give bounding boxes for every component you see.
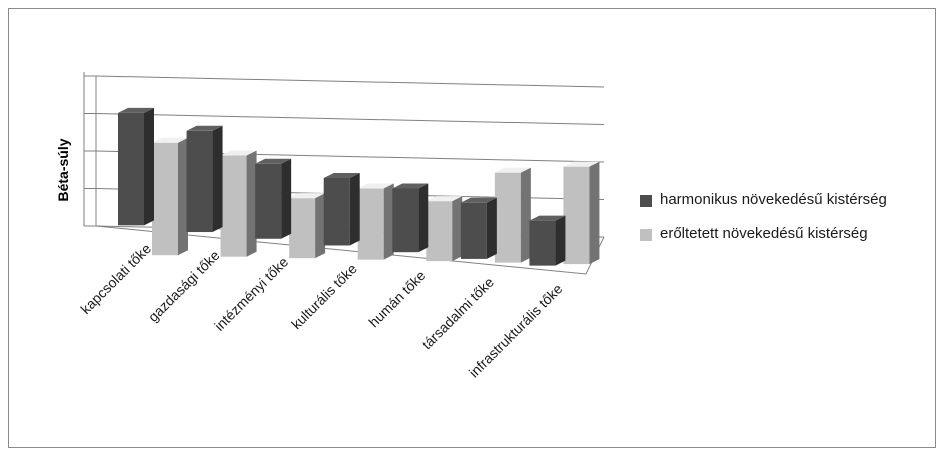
category-label-6: társadalmi tőke xyxy=(419,274,498,353)
legend-label-series-2: erőltetett növekedésű kistérség xyxy=(660,225,868,242)
bars-layer xyxy=(118,107,600,266)
category-label-3: intézményi tőke xyxy=(211,254,291,334)
gridline xyxy=(95,75,605,88)
legend-item-series-2: erőltetett növekedésű kistérség xyxy=(640,222,930,246)
legend: harmonikus növekedésű kistérség erőltete… xyxy=(640,188,930,256)
bar-series-1-5 xyxy=(392,183,429,253)
category-label-5: humán tőke xyxy=(365,267,428,330)
bar-series-2-3 xyxy=(289,193,326,259)
category-label-2: gazdasági tőke xyxy=(145,247,223,325)
category-label-1: kapcsolati tőke xyxy=(77,240,154,317)
bar-series-1-4 xyxy=(323,172,360,246)
bar-series-1-1 xyxy=(118,107,154,226)
y-axis-label: Béta-súly xyxy=(55,138,71,201)
bar-series-1-6 xyxy=(460,197,497,259)
bar-series-2-5 xyxy=(426,196,463,262)
category-label-4: kulturális tőke xyxy=(288,260,360,332)
legend-item-series-1: harmonikus növekedésű kistérség xyxy=(640,188,930,212)
bar-series-2-6 xyxy=(494,167,531,263)
bar-series-2-7 xyxy=(563,161,600,265)
bar-series-2-1 xyxy=(152,137,188,256)
bar-series-1-7 xyxy=(529,215,566,266)
gridline xyxy=(95,113,605,125)
bar-series-2-4 xyxy=(357,183,394,260)
bar-series-1-3 xyxy=(255,158,292,239)
bar-series-1-2 xyxy=(186,125,223,233)
bar-series-2-2 xyxy=(220,150,257,257)
legend-label-series-1: harmonikus növekedésű kistérség xyxy=(660,191,887,208)
legend-swatch-series-1 xyxy=(640,195,652,207)
legend-swatch-series-2 xyxy=(640,229,652,241)
